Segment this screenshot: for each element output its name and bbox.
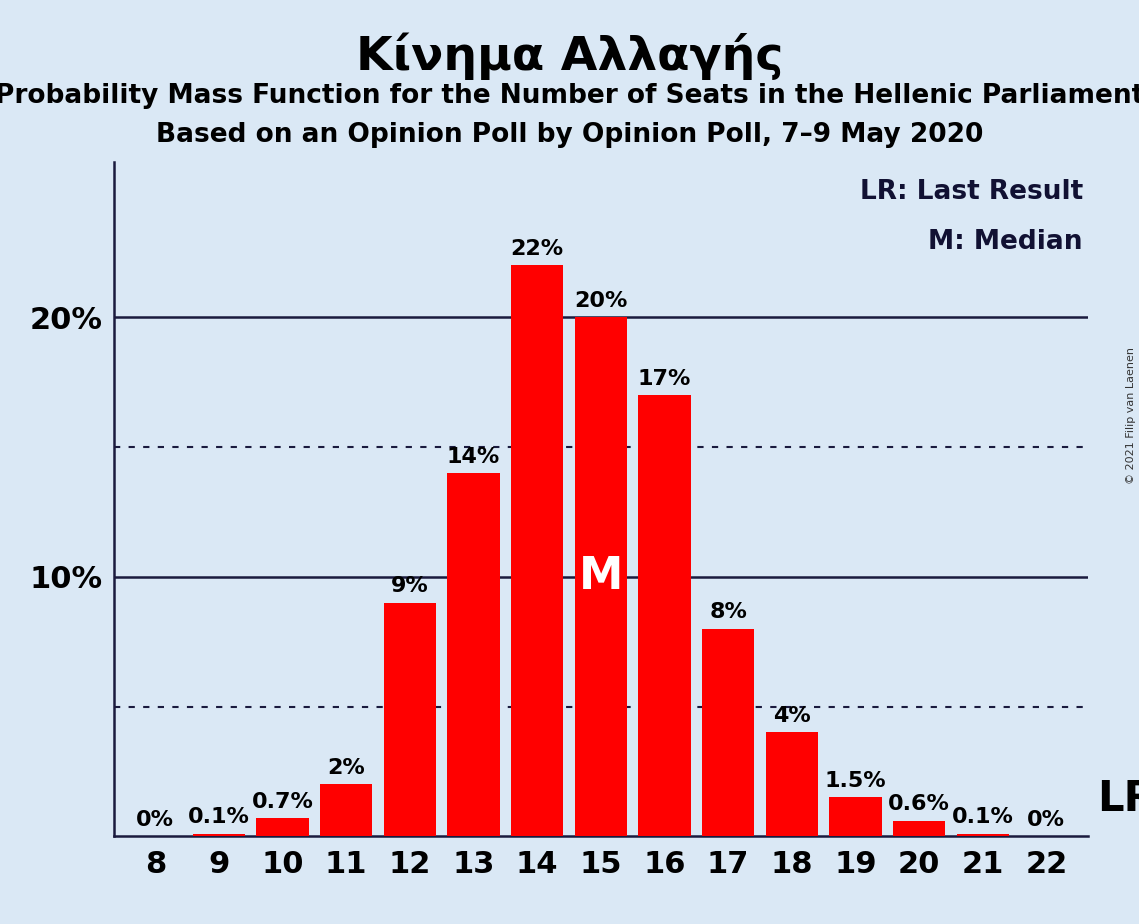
Text: Κίνημα Αλλαγής: Κίνημα Αλλαγής xyxy=(355,32,784,79)
Bar xyxy=(384,602,436,836)
Text: LR: LR xyxy=(1098,778,1139,821)
Text: 20%: 20% xyxy=(574,291,628,310)
Bar xyxy=(957,833,1009,836)
Text: 4%: 4% xyxy=(773,706,811,726)
Bar xyxy=(448,473,500,836)
Text: © 2021 Filip van Laenen: © 2021 Filip van Laenen xyxy=(1126,347,1136,484)
Text: 14%: 14% xyxy=(446,446,500,467)
Text: 0.6%: 0.6% xyxy=(888,794,950,814)
Text: Based on an Opinion Poll by Opinion Poll, 7–9 May 2020: Based on an Opinion Poll by Opinion Poll… xyxy=(156,122,983,148)
Bar xyxy=(575,317,626,836)
Bar xyxy=(638,395,690,836)
Bar xyxy=(320,784,372,836)
Text: LR: Last Result: LR: Last Result xyxy=(860,178,1083,204)
Text: 0.1%: 0.1% xyxy=(952,808,1014,827)
Text: 0.7%: 0.7% xyxy=(252,792,313,811)
Text: 8%: 8% xyxy=(710,602,747,622)
Bar xyxy=(511,265,564,836)
Text: 9%: 9% xyxy=(391,577,428,596)
Text: 2%: 2% xyxy=(327,758,366,778)
Text: 17%: 17% xyxy=(638,369,691,389)
Text: M: M xyxy=(579,555,623,598)
Text: 0%: 0% xyxy=(1027,809,1065,830)
Bar xyxy=(192,833,245,836)
Bar xyxy=(702,628,754,836)
Text: 22%: 22% xyxy=(510,239,564,259)
Text: 0%: 0% xyxy=(137,809,174,830)
Text: M: Median: M: Median xyxy=(928,229,1083,255)
Text: 0.1%: 0.1% xyxy=(188,808,249,827)
Bar xyxy=(829,797,882,836)
Text: Probability Mass Function for the Number of Seats in the Hellenic Parliament: Probability Mass Function for the Number… xyxy=(0,83,1139,109)
Bar xyxy=(256,818,309,836)
Bar xyxy=(893,821,945,836)
Text: 1.5%: 1.5% xyxy=(825,771,886,791)
Bar xyxy=(765,733,818,836)
